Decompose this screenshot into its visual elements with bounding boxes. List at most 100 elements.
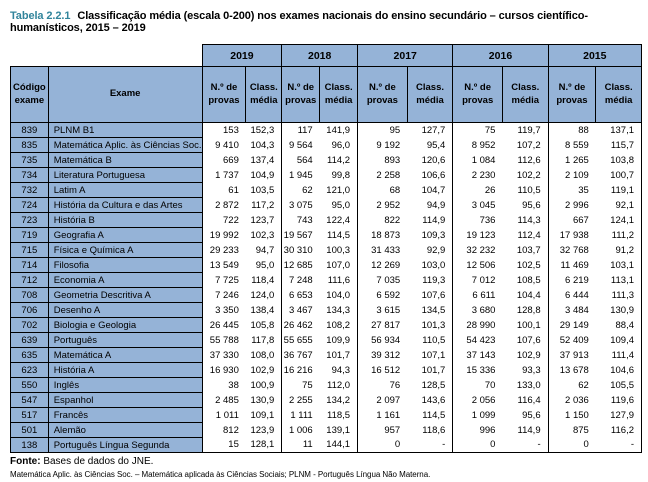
num-media: 99,8	[319, 167, 358, 183]
num-provas: 7 012	[452, 272, 503, 288]
num-media: 119,1	[595, 182, 642, 198]
table-title-text: Classificação média (escala 0-200) nos e…	[10, 10, 588, 34]
num-media: 112,0	[319, 377, 358, 393]
num-provas: 3 350	[201, 302, 246, 318]
exam-name: Biologia e Geologia	[47, 317, 203, 333]
num-media: 100,7	[595, 167, 642, 183]
num-provas: 2 872	[201, 197, 246, 213]
num-media: 103,7	[502, 242, 549, 258]
table-body: 839 PLNM B1 153 152,3 117 141,9 95 127,7 75 119,7…	[10, 122, 642, 453]
num-provas: 15	[201, 437, 246, 453]
num-media: 103,1	[595, 257, 642, 273]
num-provas: 9 410	[201, 137, 246, 153]
num-provas: 6 611	[452, 287, 503, 303]
num-media: 103,0	[407, 257, 453, 273]
num-media: 103,5	[245, 182, 282, 198]
table-row: 635 Matemática A 37 330 108,0 36 767 101,7 39 …	[10, 347, 642, 363]
table-row: 702 Biologia e Geologia 26 445 105,8 26 462 1…	[10, 317, 642, 333]
year-header-2017: 2017	[357, 44, 454, 67]
num-provas: 8 559	[547, 137, 596, 153]
num-media: 141,9	[319, 122, 358, 138]
num-provas: 26 445	[201, 317, 246, 333]
num-provas: 1 265	[547, 152, 596, 168]
num-media: 134,3	[319, 302, 358, 318]
num-provas: 32 232	[452, 242, 503, 258]
table-row: 723 História B 722 123,7 743 122,4 822 114,9 736…	[10, 212, 642, 228]
source-label: Fonte:	[10, 456, 41, 467]
num-provas: 6 219	[547, 272, 596, 288]
num-media: 95,6	[502, 407, 549, 423]
subheader-provas-2015: N.º de provas	[547, 66, 597, 123]
num-media: 109,3	[407, 227, 453, 243]
num-media: 92,9	[407, 242, 453, 258]
subheader-row: Código exame Exame N.º de provas Class. m…	[10, 66, 642, 123]
num-media: 107,1	[407, 347, 453, 363]
num-media: 134,5	[407, 302, 453, 318]
num-provas: 95	[357, 122, 408, 138]
num-provas: 13 678	[547, 362, 596, 378]
num-provas: 55 788	[201, 332, 246, 348]
num-provas: 3 045	[452, 197, 503, 213]
num-provas: 7 725	[201, 272, 246, 288]
num-provas: 1 011	[201, 407, 246, 423]
exam-code: 706	[10, 302, 49, 318]
exam-name: Matemática B	[47, 152, 203, 168]
num-media: 104,6	[595, 362, 642, 378]
num-provas: 1 150	[547, 407, 596, 423]
num-provas: 3 680	[452, 302, 503, 318]
num-provas: 39 312	[357, 347, 408, 363]
year-header-row: 2019 2018 2017 2016 2015	[11, 44, 643, 67]
num-provas: 743	[281, 212, 320, 228]
exam-code: 708	[10, 287, 49, 303]
num-media: 110,5	[502, 182, 549, 198]
footnote: Matemática Aplic. às Ciências Soc. – Mat…	[10, 470, 431, 479]
num-provas: 29 149	[547, 317, 596, 333]
num-provas: 2 230	[452, 167, 503, 183]
num-media: 114,5	[319, 227, 358, 243]
num-media: 104,4	[502, 287, 549, 303]
exam-code: 623	[10, 362, 49, 378]
num-provas: 1 084	[452, 152, 503, 168]
num-media: 102,9	[245, 362, 282, 378]
num-media: 118,4	[245, 272, 282, 288]
subheader-provas-2016: N.º de provas	[452, 66, 503, 123]
num-provas: 1 006	[281, 422, 320, 438]
num-media: 91,2	[595, 242, 642, 258]
table-footer: Fonte: Bases de dados do JNE. Matemática…	[10, 456, 642, 479]
num-media: 119,3	[407, 272, 453, 288]
num-media: 144,1	[319, 437, 358, 453]
num-media: 94,9	[407, 197, 453, 213]
num-provas: 669	[201, 152, 246, 168]
num-provas: 16 930	[201, 362, 246, 378]
num-media: 130,9	[595, 302, 642, 318]
num-media: 152,3	[245, 122, 282, 138]
exam-name: Desenho A	[47, 302, 203, 318]
num-provas: 2 258	[357, 167, 408, 183]
num-provas: 16 512	[357, 362, 408, 378]
num-media: 117,2	[245, 197, 282, 213]
num-media: 114,5	[407, 407, 453, 423]
num-media: 128,5	[407, 377, 453, 393]
year-header-2016: 2016	[452, 44, 549, 67]
table-row: 735 Matemática B 669 137,4 564 114,2 893 120,6 1…	[10, 152, 642, 168]
table-header: 2019 2018 2017 2016 2015 Código exame Exame …	[10, 44, 643, 123]
num-provas: 55 655	[281, 332, 320, 348]
num-provas: 9 564	[281, 137, 320, 153]
num-media: 101,7	[319, 347, 358, 363]
num-media: -	[407, 437, 453, 453]
year-header-2015: 2015	[547, 44, 643, 67]
source-line: Fonte: Bases de dados do JNE.	[10, 456, 642, 467]
num-media: 137,4	[245, 152, 282, 168]
num-provas: 2 996	[547, 197, 596, 213]
table-row: 501 Alemão 812 123,9 1 006 139,1 957 118,6 996 11…	[10, 422, 642, 438]
num-media: 108,2	[319, 317, 358, 333]
exam-name: Português Língua Segunda	[47, 437, 203, 453]
subheader-media-2015: Class. média	[595, 66, 642, 123]
table-row: 623 História A 16 930 102,9 16 216 94,3 16 512…	[10, 362, 642, 378]
num-media: 95,0	[245, 257, 282, 273]
col-header-exame: Exame	[47, 66, 203, 123]
num-provas: 88	[547, 122, 596, 138]
year-header-2019: 2019	[201, 44, 283, 67]
exam-name: Espanhol	[47, 392, 203, 408]
num-media: 127,9	[595, 407, 642, 423]
